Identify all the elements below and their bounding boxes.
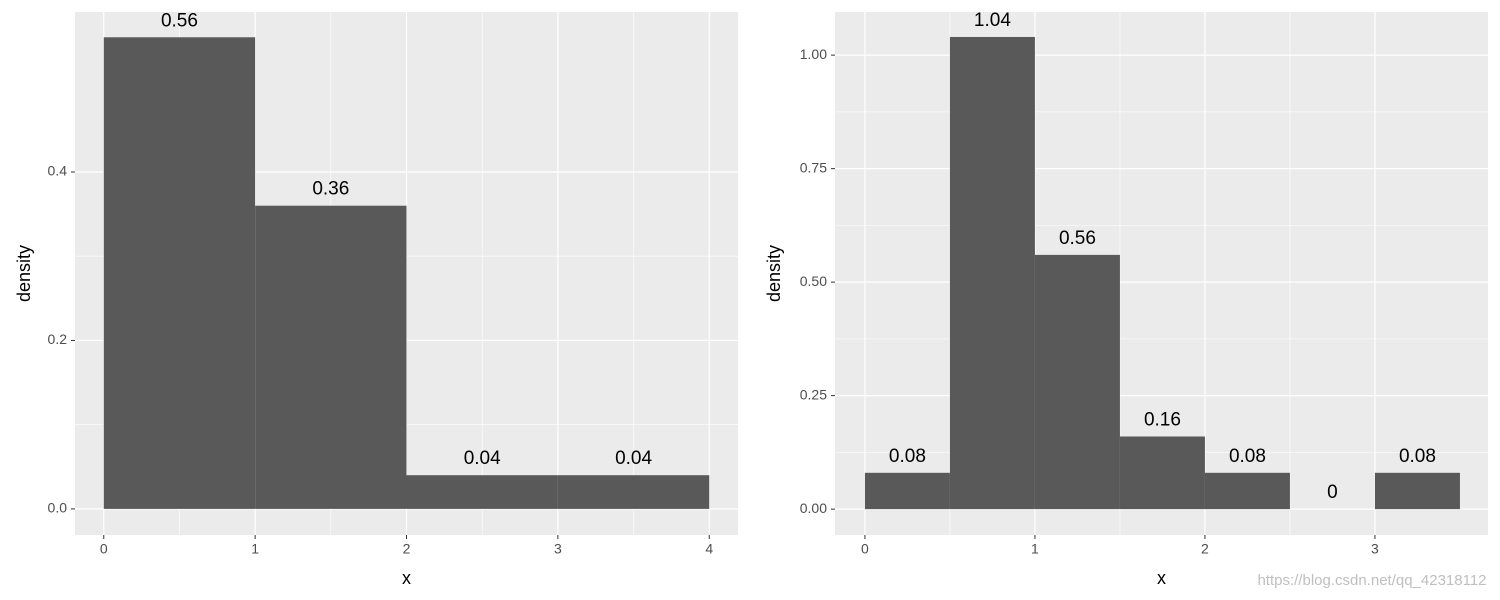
x-tick-label: 0	[861, 541, 869, 557]
y-tick-label: 0.75	[800, 159, 827, 175]
bar	[103, 37, 256, 509]
bar	[1374, 472, 1460, 510]
y-tick-label: 0.0	[48, 500, 68, 516]
x-tick-label: 3	[1371, 541, 1379, 557]
value-label: 0.56	[161, 10, 198, 31]
bar	[949, 36, 1035, 510]
value-label: 0.56	[1059, 228, 1096, 249]
value-label: 1.04	[974, 10, 1011, 31]
value-label: 0.08	[1229, 446, 1266, 467]
bar	[864, 472, 950, 510]
x-tick-label: 2	[403, 541, 411, 557]
bar	[1034, 254, 1120, 510]
y-axis-label: density	[764, 245, 784, 302]
bar	[557, 475, 710, 509]
value-label: 0.08	[889, 446, 926, 467]
y-axis-label: density	[14, 245, 34, 302]
value-label: 0.04	[464, 448, 501, 469]
bar	[406, 475, 558, 509]
x-tick-label: 3	[554, 541, 562, 557]
y-tick-label: 0.4	[48, 163, 68, 179]
x-tick-label: 0	[100, 541, 108, 557]
bar	[255, 205, 407, 509]
x-tick-label: 4	[705, 541, 713, 557]
bar	[1204, 472, 1290, 510]
x-tick-label: 1	[1031, 541, 1039, 557]
y-tick-label: 1.00	[800, 46, 827, 62]
value-label: 0.36	[312, 179, 349, 200]
watermark: https://blog.csdn.net/qq_42318112	[1257, 572, 1486, 589]
bar	[1119, 436, 1205, 510]
value-label: 0	[1327, 482, 1338, 503]
y-tick-label: 0.50	[800, 273, 827, 289]
value-label: 0.08	[1399, 446, 1436, 467]
x-axis-label: x	[402, 568, 411, 588]
value-label: 0.04	[615, 448, 652, 469]
x-axis-label: x	[1157, 568, 1166, 588]
x-tick-label: 1	[251, 541, 259, 557]
value-label: 0.16	[1144, 409, 1181, 430]
y-tick-label: 0.25	[800, 386, 827, 402]
y-tick-label: 0.2	[48, 331, 68, 347]
x-tick-label: 2	[1201, 541, 1209, 557]
y-tick-label: 0.00	[800, 500, 827, 516]
